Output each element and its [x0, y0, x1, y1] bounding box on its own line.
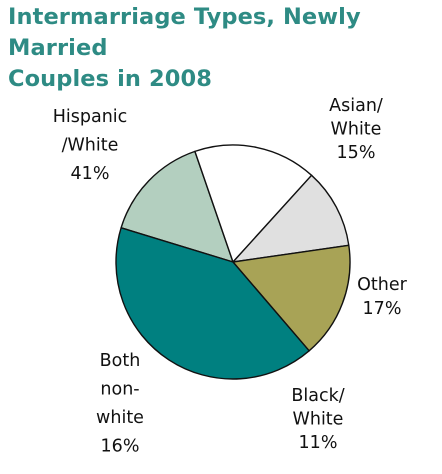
slice-label-line: non- [100, 380, 139, 400]
slice-label-line: Asian/ [329, 96, 383, 116]
slice-label-line: White [293, 410, 344, 430]
slice-label-line: 11% [299, 433, 338, 453]
slice-label-line: Other [357, 275, 407, 295]
slice-label-line: 16% [101, 437, 140, 457]
pie-slice [232, 244, 351, 352]
slice-label-line: Both [100, 351, 141, 371]
slice-label: Black/White 11% [291, 386, 344, 453]
slice-label-line: 15% [337, 143, 376, 163]
slice-label-line: Hispanic [53, 107, 128, 127]
slice-label-line: Black/ [291, 386, 344, 406]
slice-label: Asian/White 15% [329, 96, 383, 163]
chart-title-line-1: Intermarriage Types, Newly Married [8, 4, 361, 61]
slice-label-line: 17% [363, 299, 402, 319]
pie-slice [115, 227, 310, 380]
slice-label-line: /White [62, 136, 119, 156]
pie-slice [120, 150, 234, 263]
pie-slice [194, 144, 313, 263]
slice-label: Hispanic/White 41% [53, 107, 128, 184]
slice-label-line: 41% [71, 164, 110, 184]
slice-label-line: White [331, 120, 382, 140]
slice-label: Both non-white 16% [96, 351, 144, 457]
slice-label-line: white [96, 408, 144, 428]
chart-title-line-2: Couples in 2008 [8, 66, 212, 92]
pie-slice [232, 174, 350, 263]
chart-title: Intermarriage Types, Newly Married Coupl… [8, 2, 442, 95]
slice-label: Other 17% [357, 275, 407, 319]
